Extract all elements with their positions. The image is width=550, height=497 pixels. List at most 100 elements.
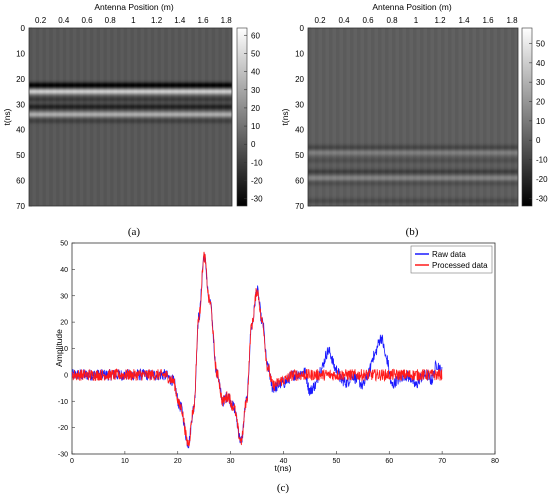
x-tick-label: 80 xyxy=(491,458,499,465)
y-tick-label: 0 xyxy=(21,24,26,33)
panel-c: 0 10 20 30 40 50 60 70 80 -30 -20 -10 0 10 20 30 40 50 t… xyxy=(54,241,499,495)
y-tick-label: 50 xyxy=(16,151,25,160)
x-tick-label: 10 xyxy=(121,458,129,465)
legend-label-raw: Raw data xyxy=(432,250,466,259)
colorbar-tick-label: 20 xyxy=(536,98,545,107)
x-tick-label: 1 xyxy=(131,16,136,25)
panel-c-xlabel: t(ns) xyxy=(275,463,292,473)
y-tick-label: 10 xyxy=(16,49,25,58)
colorbar-tick-label: 10 xyxy=(536,117,545,126)
panel-c-axes-box xyxy=(71,242,496,455)
panel-a-caption: (a) xyxy=(128,226,141,238)
y-tick-label: 20 xyxy=(295,75,304,84)
x-tick-label: 1.4 xyxy=(174,16,186,25)
y-tick-label: 60 xyxy=(16,177,25,186)
y-tick-label: 40 xyxy=(295,126,304,135)
panel-b-colorbar: 50 40 30 20 10 0 -10 -20 -30 xyxy=(521,27,548,207)
y-tick-label: -10 xyxy=(58,399,68,406)
panel-a-ylabel: t(ns) xyxy=(2,108,12,125)
panel-c-plot-area xyxy=(71,251,443,449)
colorbar-tick-label: 30 xyxy=(251,86,260,95)
x-tick-label: 0.4 xyxy=(338,16,350,25)
x-tick-label: 60 xyxy=(385,458,393,465)
panel-c-y-ticks: -30 -20 -10 0 10 20 30 40 50 xyxy=(58,241,75,459)
panel-b: Antenna Position (m) 0.2 0.4 0.6 0.8 1 1.2 1.4… xyxy=(280,2,548,238)
x-tick-label: 1.2 xyxy=(151,16,163,25)
colorbar-tick-label: -30 xyxy=(251,195,263,204)
x-tick-label: 1.4 xyxy=(458,16,470,25)
x-tick-label: 0.6 xyxy=(362,16,374,25)
y-tick-label: 30 xyxy=(295,100,304,109)
x-tick-label: 0.6 xyxy=(81,16,93,25)
series-processed-data-line xyxy=(71,251,443,448)
panel-a: Antenna Position (m) 0.2 0.4 0.6 0.8 1 1.2 1.4… xyxy=(2,2,263,238)
x-tick-label: 1.8 xyxy=(221,16,233,25)
y-tick-label: 40 xyxy=(60,267,68,274)
colorbar-tick-label: 0 xyxy=(536,136,541,145)
panel-a-colorbar: 60 50 40 30 20 10 0 -10 -20 -30 xyxy=(236,27,263,207)
panel-b-ylabel: t(ns) xyxy=(280,108,290,125)
y-tick-label: 20 xyxy=(16,75,25,84)
y-tick-label: -30 xyxy=(58,452,68,459)
panel-b-frame xyxy=(307,27,519,207)
colorbar-tick-label: -10 xyxy=(251,158,263,167)
heatmap-image xyxy=(308,28,518,206)
colorbar-tick-label: -20 xyxy=(251,177,263,186)
legend-label-processed: Processed data xyxy=(432,261,488,270)
panel-c-caption: (c) xyxy=(277,482,290,494)
colorbar-tick-label: 50 xyxy=(536,39,545,48)
x-tick-label: 20 xyxy=(174,458,182,465)
colorbar-tick-label: 40 xyxy=(251,68,260,77)
x-tick-label: 0.2 xyxy=(314,16,326,25)
y-tick-label: 30 xyxy=(60,293,68,300)
y-tick-label: 50 xyxy=(60,241,68,248)
panel-a-frame xyxy=(28,27,233,207)
panel-a-x-ticks: 0.2 0.4 0.6 0.8 1 1.2 1.4 1.6 1.8 xyxy=(35,16,232,31)
y-tick-label: 10 xyxy=(295,49,304,58)
y-tick-label: 0 xyxy=(64,372,68,379)
x-tick-label: 1.2 xyxy=(434,16,446,25)
x-tick-label: 1.8 xyxy=(506,16,518,25)
panel-c-x-ticks: 0 10 20 30 40 50 60 70 80 xyxy=(70,451,499,465)
heatmap-image xyxy=(29,28,232,206)
colorbar-tick-label: 60 xyxy=(251,31,260,40)
y-tick-label: 30 xyxy=(16,100,25,109)
y-tick-label: 50 xyxy=(295,151,304,160)
y-tick-label: 0 xyxy=(300,24,305,33)
colorbar-tick-label: -30 xyxy=(536,194,548,203)
x-tick-label: 0.2 xyxy=(35,16,47,25)
panel-b-heatmap xyxy=(308,28,518,206)
colorbar-scale xyxy=(236,27,248,207)
colorbar-tick-label: 50 xyxy=(251,49,260,58)
x-tick-label: 1.6 xyxy=(482,16,494,25)
y-tick-label: 20 xyxy=(60,320,68,327)
panel-a-heatmap xyxy=(29,28,232,206)
colorbar-tick-label: 20 xyxy=(251,104,260,113)
colorbar-tick-label: 10 xyxy=(251,122,260,131)
x-tick-label: 0.4 xyxy=(58,16,70,25)
y-tick-label: 70 xyxy=(295,202,304,211)
y-tick-label: 40 xyxy=(16,126,25,135)
y-tick-label: 10 xyxy=(60,346,68,353)
x-tick-label: 0.8 xyxy=(105,16,117,25)
x-tick-label: 50 xyxy=(332,458,340,465)
panel-b-caption: (b) xyxy=(406,226,419,238)
colorbar-tick-label: -10 xyxy=(536,156,548,165)
legend-box xyxy=(410,245,493,274)
x-tick-label: 70 xyxy=(438,458,446,465)
panel-b-xlabel: Antenna Position (m) xyxy=(372,2,452,12)
x-tick-label: 1 xyxy=(414,16,419,25)
x-tick-label: 0 xyxy=(70,458,74,465)
colorbar-scale xyxy=(521,27,533,207)
colorbar-tick-label: -20 xyxy=(536,175,548,184)
panel-a-xlabel: Antenna Position (m) xyxy=(94,2,174,12)
y-tick-label: 60 xyxy=(295,177,304,186)
y-tick-label: -20 xyxy=(58,425,68,432)
panel-c-legend: Raw data Processed data xyxy=(410,245,493,274)
x-tick-label: 30 xyxy=(227,458,235,465)
colorbar-tick-label: 0 xyxy=(251,140,256,149)
panel-c-ylabel: Amplitude xyxy=(54,329,64,367)
x-tick-label: 0.8 xyxy=(386,16,398,25)
x-tick-label: 1.6 xyxy=(197,16,209,25)
y-tick-label: 70 xyxy=(16,202,25,211)
